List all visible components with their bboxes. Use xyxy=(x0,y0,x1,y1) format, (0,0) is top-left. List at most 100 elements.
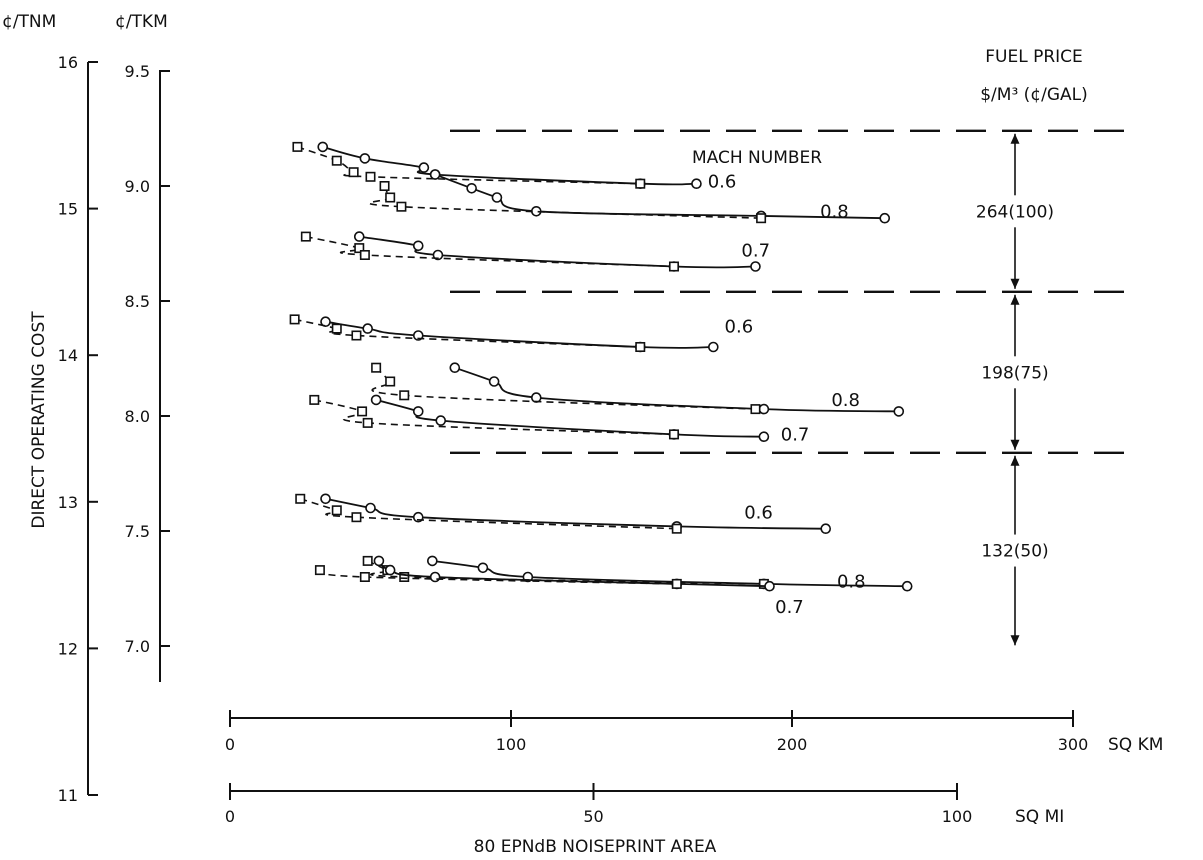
x-axis-km: 0 100 200 300 SQ KM xyxy=(225,710,1163,755)
data-point-circle xyxy=(466,183,477,194)
data-point-square xyxy=(331,155,342,166)
y-axis-tkm-unit: ¢/TKM xyxy=(115,12,168,32)
dashed-curve xyxy=(368,185,762,219)
data-point-circle xyxy=(491,192,503,203)
data-point-square xyxy=(331,505,342,516)
series-group: 0.8 xyxy=(429,169,891,224)
series-group xyxy=(362,555,769,589)
y-tick-label-tnm: 15 xyxy=(58,200,78,219)
series-group xyxy=(314,565,682,589)
mach-number-header: MACH NUMBER xyxy=(692,148,822,168)
fuel-price-label: 264(100) xyxy=(976,202,1054,222)
mach-number-label: 0.7 xyxy=(775,597,804,618)
dashed-curve xyxy=(371,367,756,410)
y-tick-label-tnm: 13 xyxy=(58,493,78,512)
series-group xyxy=(292,141,646,189)
data-point-circle xyxy=(412,406,424,417)
y-tick-label-tkm: 8.5 xyxy=(125,292,150,311)
data-point-circle xyxy=(418,162,430,173)
data-point-circle xyxy=(708,341,719,353)
y-tick-label-tkm: 9.5 xyxy=(125,62,150,81)
data-point-circle xyxy=(373,555,385,567)
dashed-curve xyxy=(297,146,641,185)
data-point-square xyxy=(671,523,682,534)
mach-number-label: 0.6 xyxy=(725,316,754,337)
data-point-circle xyxy=(427,555,438,567)
series-group xyxy=(371,362,761,415)
y-axis-tkm: ¢/TKM 7.0 7.5 8.0 8.5 9.0 9.5 xyxy=(115,12,170,682)
x-axis-km-unit: SQ KM xyxy=(1108,735,1163,755)
y-axis-tnm: ¢/TNM 11 12 13 14 15 16 xyxy=(2,12,98,805)
series-group: 0.6 xyxy=(320,493,832,535)
data-point-square xyxy=(309,394,320,405)
data-point-circle xyxy=(317,141,329,153)
data-point-square xyxy=(635,178,646,189)
data-point-circle xyxy=(764,580,775,592)
data-point-circle xyxy=(370,394,382,406)
series-group: 0.8 xyxy=(449,362,905,417)
x-tick-label-mi: 0 xyxy=(225,807,235,826)
arrow-head xyxy=(1010,635,1020,646)
dashed-curve xyxy=(314,399,675,436)
arrow-head xyxy=(1010,439,1020,450)
x-tick-label-km: 100 xyxy=(496,735,527,754)
y-tick-label-tnm: 14 xyxy=(58,346,78,365)
data-point-circle xyxy=(901,580,913,592)
solid-curve xyxy=(375,399,764,438)
x-axis-label: 80 EPNdB NOISEPRINT AREA xyxy=(474,837,717,857)
arrow-head xyxy=(1010,133,1020,144)
dashed-curve xyxy=(300,498,677,530)
series-group xyxy=(309,394,679,440)
data-point-square xyxy=(365,171,376,182)
mach-number-label: 0.7 xyxy=(781,424,810,445)
fuel-price-label: 198(75) xyxy=(981,363,1048,383)
data-point-square xyxy=(756,213,767,224)
data-point-square xyxy=(362,555,373,566)
data-point-square xyxy=(371,362,382,373)
data-point-square xyxy=(385,376,396,387)
data-point-circle xyxy=(429,169,441,180)
arrow-head xyxy=(1010,278,1020,289)
y-axis-label: DIRECT OPERATING COST xyxy=(29,311,49,529)
data-point-circle xyxy=(320,316,331,328)
arrow-head xyxy=(1010,455,1020,466)
data-point-circle xyxy=(412,330,424,341)
solid-curve xyxy=(325,320,714,349)
data-point-circle xyxy=(429,571,441,583)
data-point-square xyxy=(300,231,311,242)
data-point-circle xyxy=(820,523,832,535)
mach-number-label: 0.8 xyxy=(820,201,849,222)
data-point-circle xyxy=(758,403,770,415)
data-point-square xyxy=(331,323,342,334)
x-axis-mi: 0 50 100 SQ MI xyxy=(225,783,1064,827)
data-point-circle xyxy=(691,178,702,189)
data-point-circle xyxy=(879,212,891,224)
data-point-square xyxy=(289,314,300,325)
mach-number-label: 0.7 xyxy=(741,240,770,261)
data-point-circle xyxy=(320,493,331,505)
y-tick-label-tkm: 9.0 xyxy=(125,177,150,196)
fuel-price-title: FUEL PRICE xyxy=(985,47,1083,67)
series-group: 0.6 xyxy=(320,316,754,353)
data-point-square xyxy=(351,330,362,341)
data-point-circle xyxy=(435,415,447,426)
data-point-circle xyxy=(758,431,770,443)
data-point-square xyxy=(359,250,370,261)
series-group: 0.7 xyxy=(353,231,770,272)
data-point-square xyxy=(351,512,362,523)
mach-number-label: 0.6 xyxy=(708,171,737,192)
data-point-square xyxy=(750,404,761,415)
data-point-circle xyxy=(353,231,365,242)
y-tick-label-tnm: 11 xyxy=(58,786,78,805)
y-axis-tnm-unit: ¢/TNM xyxy=(2,12,56,32)
data-point-square xyxy=(357,406,368,417)
x-tick-label-mi: 50 xyxy=(583,807,603,826)
fuel-price-unit: $/M³ (¢/GAL) xyxy=(980,85,1088,105)
y-tick-label-tkm: 7.5 xyxy=(125,522,150,541)
series-group xyxy=(368,181,767,224)
series-group xyxy=(289,314,646,352)
data-point-circle xyxy=(359,153,371,164)
x-tick-label-km: 0 xyxy=(225,735,235,754)
mach-number-label: 0.6 xyxy=(744,503,773,524)
